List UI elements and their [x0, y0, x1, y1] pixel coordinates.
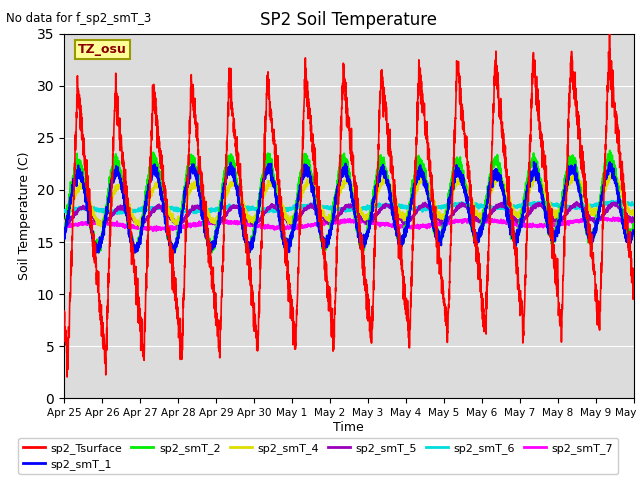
sp2_smT_1: [630, 228, 637, 234]
Line: sp2_smT_7: sp2_smT_7: [64, 216, 634, 231]
sp2_smT_2: [404, 208, 412, 214]
Text: TZ_osu: TZ_osu: [78, 43, 127, 56]
Y-axis label: Soil Temperature (C): Soil Temperature (C): [18, 152, 31, 280]
Legend: sp2_Tsurface, sp2_smT_1, sp2_smT_2, sp2_smT_4, sp2_smT_5, sp2_smT_6, sp2_smT_7: sp2_Tsurface, sp2_smT_1, sp2_smT_2, sp2_…: [19, 438, 618, 474]
sp2_Tsurface: [63, 374, 71, 380]
sp2_Tsurface: [605, 31, 613, 36]
sp2_smT_4: [630, 208, 637, 214]
sp2_Tsurface: [404, 335, 412, 341]
sp2_smT_6: [415, 204, 422, 210]
sp2_smT_6: [609, 198, 616, 204]
sp2_Tsurface: [415, 93, 422, 99]
sp2_Tsurface: [182, 231, 190, 237]
sp2_smT_6: [220, 204, 227, 210]
sp2_smT_1: [404, 218, 412, 224]
sp2_smT_1: [576, 191, 584, 197]
sp2_smT_7: [415, 222, 422, 228]
sp2_smT_2: [576, 181, 584, 187]
Title: SP2 Soil Temperature: SP2 Soil Temperature: [260, 11, 437, 29]
sp2_smT_2: [182, 176, 190, 181]
sp2_smT_6: [182, 208, 190, 214]
sp2_smT_4: [576, 179, 584, 184]
sp2_smT_4: [220, 203, 227, 208]
sp2_smT_1: [415, 173, 422, 179]
sp2_smT_5: [404, 217, 412, 223]
sp2_smT_2: [220, 182, 227, 188]
sp2_smT_4: [572, 169, 579, 175]
sp2_smT_6: [111, 211, 118, 216]
Line: sp2_smT_6: sp2_smT_6: [64, 201, 634, 214]
Line: sp2_smT_2: sp2_smT_2: [64, 151, 634, 252]
sp2_smT_4: [182, 201, 190, 206]
sp2_smT_2: [630, 224, 637, 230]
sp2_Tsurface: [220, 243, 227, 249]
Line: sp2_smT_5: sp2_smT_5: [64, 202, 634, 227]
Line: sp2_smT_4: sp2_smT_4: [64, 172, 634, 228]
sp2_smT_4: [630, 212, 637, 218]
sp2_Tsurface: [576, 125, 584, 131]
sp2_smT_7: [594, 214, 602, 219]
sp2_smT_7: [182, 225, 190, 230]
Line: sp2_Tsurface: sp2_Tsurface: [64, 34, 634, 377]
sp2_smT_7: [220, 218, 227, 224]
sp2_Tsurface: [60, 308, 68, 314]
sp2_smT_7: [149, 228, 157, 234]
sp2_smT_1: [220, 192, 227, 198]
sp2_smT_5: [220, 214, 227, 219]
sp2_smT_6: [630, 202, 637, 208]
sp2_smT_2: [606, 148, 614, 154]
sp2_smT_4: [404, 209, 412, 215]
sp2_smT_5: [60, 221, 68, 227]
sp2_smT_1: [530, 159, 538, 165]
sp2_smT_2: [415, 153, 422, 158]
sp2_smT_4: [136, 225, 144, 230]
sp2_smT_6: [60, 208, 68, 214]
sp2_smT_4: [60, 223, 68, 228]
X-axis label: Time: Time: [333, 421, 364, 434]
sp2_smT_7: [60, 224, 68, 230]
sp2_smT_5: [630, 217, 637, 223]
sp2_Tsurface: [630, 281, 637, 287]
sp2_smT_1: [182, 183, 190, 189]
sp2_smT_7: [630, 218, 637, 224]
sp2_smT_1: [92, 250, 100, 255]
sp2_smT_7: [630, 219, 637, 225]
sp2_smT_7: [404, 223, 412, 229]
sp2_smT_5: [630, 218, 637, 224]
sp2_smT_6: [576, 204, 584, 210]
Text: No data for f_sp2_smT_3: No data for f_sp2_smT_3: [6, 12, 152, 25]
sp2_smT_6: [630, 202, 637, 208]
sp2_smT_1: [630, 231, 637, 237]
sp2_smT_6: [404, 204, 412, 209]
sp2_smT_2: [630, 225, 637, 230]
sp2_smT_5: [60, 224, 68, 229]
sp2_smT_5: [576, 201, 584, 207]
sp2_smT_5: [182, 214, 190, 220]
sp2_smT_5: [415, 206, 422, 212]
sp2_Tsurface: [630, 274, 637, 280]
sp2_smT_5: [573, 199, 580, 205]
Line: sp2_smT_1: sp2_smT_1: [64, 162, 634, 252]
sp2_smT_4: [415, 180, 422, 186]
sp2_smT_2: [60, 232, 68, 238]
sp2_smT_2: [95, 250, 103, 255]
sp2_smT_1: [60, 233, 68, 239]
sp2_smT_7: [576, 218, 584, 224]
